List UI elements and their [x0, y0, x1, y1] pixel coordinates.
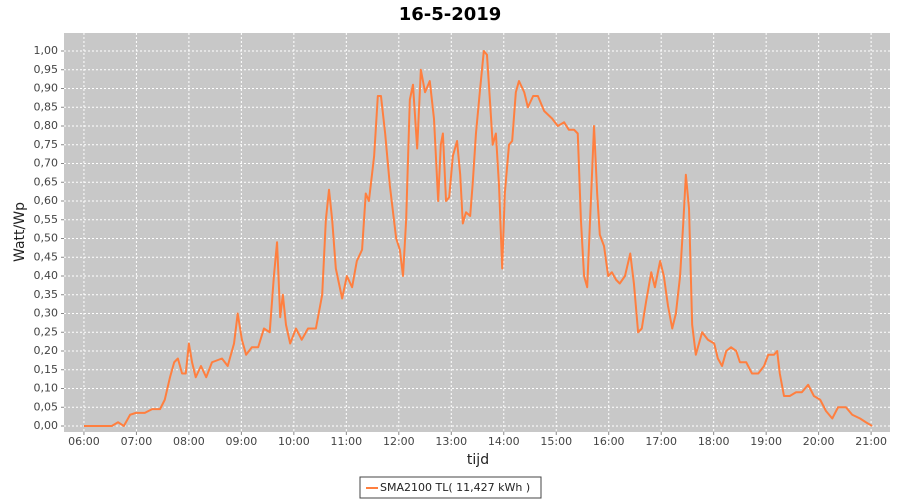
y-tick-label: 0,15: [34, 363, 59, 376]
plot-area: [64, 33, 890, 432]
x-tick-label: 13:00: [435, 435, 467, 448]
y-tick-label: 0,05: [34, 400, 59, 413]
x-tick-label: 11:00: [330, 435, 362, 448]
chart-title: 16-5-2019: [399, 4, 502, 25]
x-tick-label: 17:00: [645, 435, 677, 448]
y-tick-label: 0,20: [34, 344, 59, 357]
y-tick-label: 0,25: [34, 325, 59, 338]
y-tick-label: 0,30: [34, 307, 59, 320]
y-tick-label: 0,55: [34, 213, 59, 226]
y-tick-label: 0,10: [34, 382, 59, 395]
x-tick-label: 07:00: [121, 435, 153, 448]
legend-label: SMA2100 TL( 11,427 kWh ): [380, 481, 530, 494]
y-tick-label: 0,00: [34, 419, 59, 432]
y-tick-label: 0,60: [34, 194, 59, 207]
x-tick-label: 06:00: [68, 435, 100, 448]
x-tick-label: 09:00: [226, 435, 258, 448]
x-tick-label: 19:00: [750, 435, 782, 448]
y-tick-label: 0,80: [34, 119, 59, 132]
y-tick-label: 1,00: [34, 44, 59, 57]
y-tick-label: 0,35: [34, 288, 59, 301]
x-tick-label: 08:00: [173, 435, 205, 448]
legend-box: [359, 476, 542, 499]
x-tick-label: 15:00: [540, 435, 572, 448]
x-tick-label: 20:00: [803, 435, 835, 448]
y-tick-label: 0,85: [34, 100, 59, 113]
y-axis-label: Watt/Wp: [12, 202, 28, 262]
y-tick-label: 0,45: [34, 250, 59, 263]
y-tick-label: 0,40: [34, 269, 59, 282]
x-tick-label: 18:00: [698, 435, 730, 448]
x-tick-label: 21:00: [855, 435, 887, 448]
y-tick-label: 0,75: [34, 138, 59, 151]
x-tick-label: 16:00: [593, 435, 625, 448]
data-line: [83, 50, 873, 427]
x-tick-label: 14:00: [488, 435, 520, 448]
x-tick-label: 12:00: [383, 435, 415, 448]
y-tick-label: 0,50: [34, 232, 59, 245]
y-tick-label: 0,95: [34, 63, 59, 76]
y-tick-label: 0,65: [34, 175, 59, 188]
y-tick-label: 0,90: [34, 82, 59, 95]
y-tick-label: 0,70: [34, 157, 59, 170]
x-axis-label: tijd: [467, 452, 489, 468]
x-tick-label: 10:00: [278, 435, 310, 448]
